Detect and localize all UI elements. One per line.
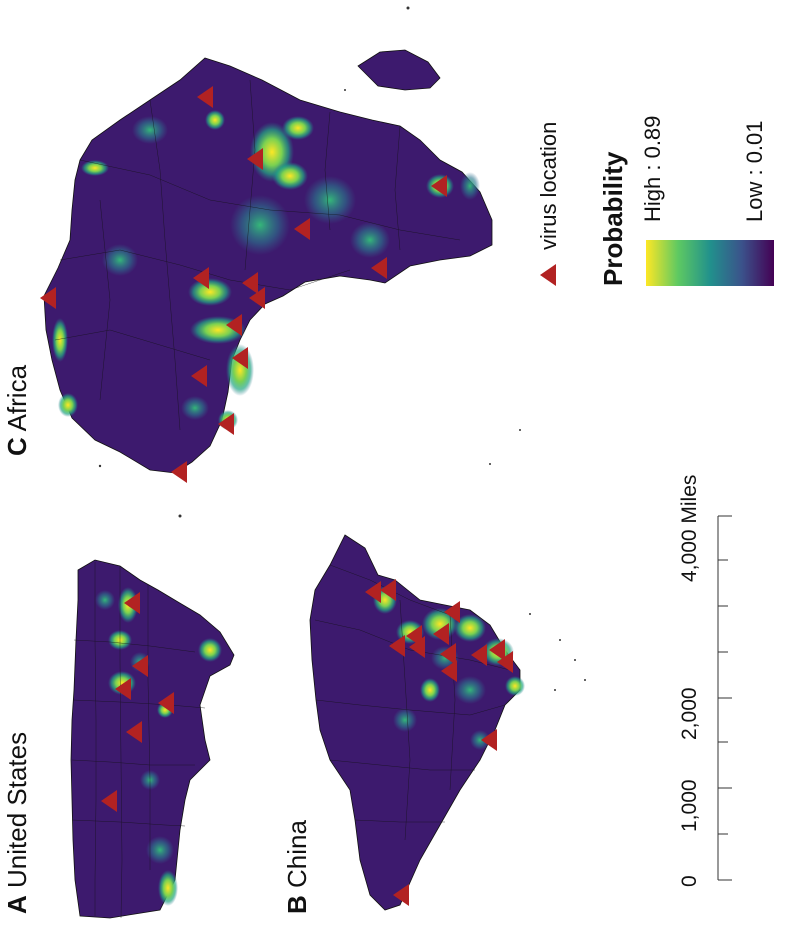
- virus-location-marker: [389, 635, 405, 657]
- legend: virus location Probability High : 0.89 L…: [536, 116, 774, 286]
- map-africa: [40, 49, 493, 483]
- madagascar-land: [357, 49, 441, 91]
- virus-location-marker: [441, 660, 457, 682]
- africa-borders: [54, 79, 461, 431]
- island-specks: [98, 6, 586, 691]
- virus-location-marker: [444, 601, 460, 623]
- virus-location-marker: [471, 644, 487, 666]
- legend-marker-label: virus location: [536, 122, 561, 250]
- legend-high-label: High : 0.89: [640, 116, 665, 222]
- map-china: [309, 534, 525, 911]
- virus-location-marker: [431, 175, 447, 197]
- virus-location-marker: [158, 692, 174, 714]
- svg-text:A United States: A United States: [2, 732, 32, 914]
- virus-location-marker: [193, 267, 209, 289]
- virus-location-marker: [197, 86, 213, 108]
- panel-label-a: A United States: [2, 732, 32, 914]
- us-virus-markers: [101, 592, 174, 812]
- svg-text:C Africa: C Africa: [2, 364, 32, 456]
- virus-location-marker: [226, 314, 242, 336]
- china-virus-markers: [365, 579, 513, 906]
- virus-location-marker: [249, 287, 265, 309]
- virus-location-marker: [232, 347, 248, 369]
- virus-location-marker: [126, 721, 142, 743]
- virus-location-marker: [101, 790, 117, 812]
- virus-location-marker: [40, 287, 56, 309]
- virus-location-marker: [242, 272, 258, 294]
- map-united-states: [70, 559, 235, 919]
- legend-low-label: Low : 0.01: [742, 120, 767, 222]
- legend-marker-symbol: [540, 264, 556, 286]
- virus-location-marker: [294, 218, 310, 240]
- legend-color-bar: [646, 240, 774, 286]
- scale-tick-0: 0: [678, 875, 701, 887]
- panel-label-c: C Africa: [2, 364, 32, 456]
- us-land: [70, 559, 235, 919]
- virus-location-marker: [380, 579, 396, 601]
- virus-location-marker: [440, 643, 456, 665]
- virus-location-marker: [247, 148, 263, 170]
- svg-text:B China: B China: [282, 820, 312, 914]
- virus-location-marker: [171, 461, 187, 483]
- virus-location-marker: [433, 623, 449, 645]
- virus-location-marker: [191, 365, 207, 387]
- scale-tick-4000: 4,000 Miles: [678, 475, 701, 582]
- africa-virus-markers: [40, 86, 447, 483]
- virus-location-marker: [371, 257, 387, 279]
- virus-location-marker: [481, 729, 497, 751]
- scale-tick-1000: 1,000: [678, 779, 701, 832]
- legend-title: Probability: [598, 151, 628, 286]
- scale-bar: 0 1,000 2,000 4,000 Miles: [678, 475, 732, 887]
- virus-location-marker: [489, 639, 505, 661]
- virus-location-marker: [218, 413, 234, 435]
- virus-location-marker: [497, 651, 513, 673]
- virus-location-marker: [409, 636, 425, 658]
- scale-tick-2000: 2,000: [678, 687, 701, 740]
- virus-location-marker: [115, 678, 131, 700]
- africa-hotspots: [52, 110, 480, 430]
- virus-location-marker: [124, 592, 140, 614]
- virus-location-marker: [132, 655, 148, 677]
- virus-location-marker: [393, 884, 409, 906]
- panel-label-b: B China: [282, 820, 312, 914]
- us-borders: [71, 562, 206, 919]
- virus-location-marker: [365, 581, 381, 603]
